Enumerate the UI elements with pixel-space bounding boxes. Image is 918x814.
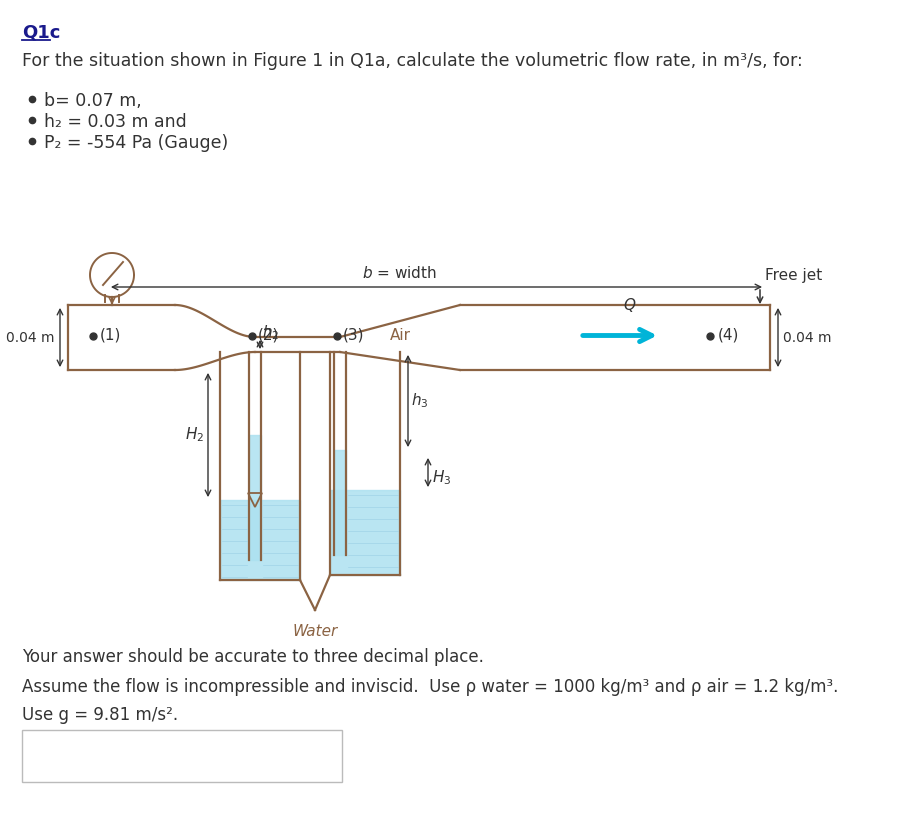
FancyBboxPatch shape	[22, 730, 342, 782]
Text: Assume the flow is incompressible and inviscid.  Use ρ water = 1000 kg/m³ and ρ : Assume the flow is incompressible and in…	[22, 678, 838, 696]
Text: (2): (2)	[258, 328, 279, 343]
Text: $h_2$: $h_2$	[262, 323, 279, 342]
Text: $b$ = width: $b$ = width	[362, 265, 436, 281]
Text: 0.04 m: 0.04 m	[783, 330, 832, 344]
Text: b= 0.07 m,: b= 0.07 m,	[44, 92, 141, 110]
Text: $Q$: $Q$	[623, 295, 637, 313]
Text: Q1c: Q1c	[22, 24, 61, 42]
Text: P₂ = -554 Pa (Gauge): P₂ = -554 Pa (Gauge)	[44, 134, 229, 152]
Text: h₂ = 0.03 m and: h₂ = 0.03 m and	[44, 113, 186, 131]
Text: Air: Air	[390, 328, 411, 343]
Text: Your answer should be accurate to three decimal place.: Your answer should be accurate to three …	[22, 648, 484, 666]
Text: (1): (1)	[100, 328, 121, 343]
Text: $h_3$: $h_3$	[411, 392, 429, 410]
Text: 0.04 m: 0.04 m	[6, 330, 55, 344]
Text: $H_3$: $H_3$	[432, 469, 452, 488]
Text: $H_2$: $H_2$	[185, 426, 204, 444]
Text: Free jet: Free jet	[765, 268, 823, 283]
Text: For the situation shown in Figure 1 in Q1a, calculate the volumetric flow rate, : For the situation shown in Figure 1 in Q…	[22, 52, 802, 70]
Text: (3): (3)	[343, 328, 364, 343]
Text: (4): (4)	[718, 328, 739, 343]
Text: Water: Water	[292, 624, 338, 639]
Text: Use g = 9.81 m/s².: Use g = 9.81 m/s².	[22, 706, 178, 724]
